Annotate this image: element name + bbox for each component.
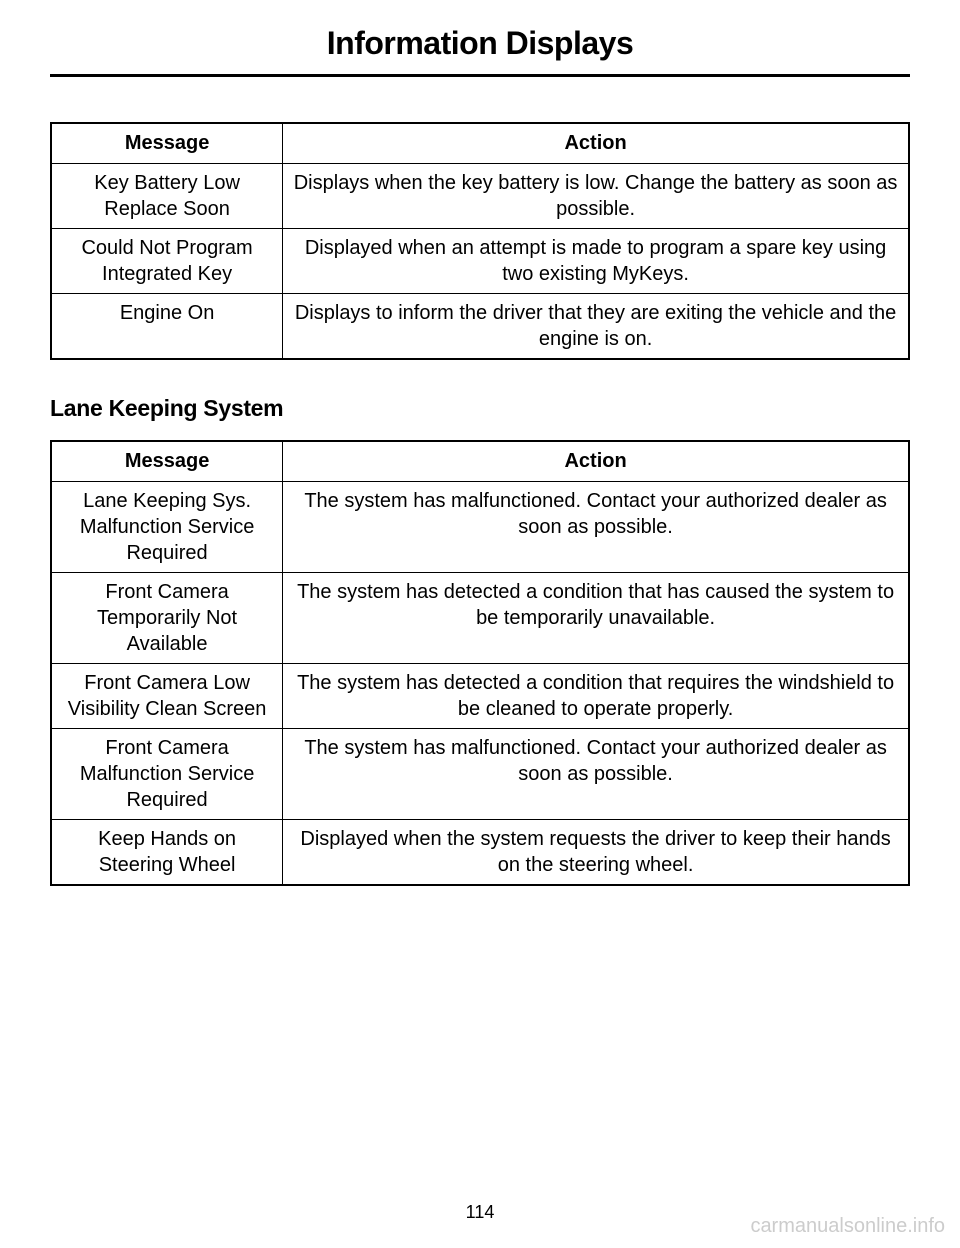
action-cell: The system has malfunctioned. Contact yo… xyxy=(283,482,909,573)
message-cell: Could Not Program Integrated Key xyxy=(51,229,283,294)
section-heading-lane-keeping: Lane Keeping System xyxy=(50,395,910,422)
table-header-row: Message Action xyxy=(51,441,909,482)
message-cell: Keep Hands on Steering Wheel xyxy=(51,820,283,886)
message-cell: Engine On xyxy=(51,294,283,360)
table-row: Front Camera Temporarily Not Available T… xyxy=(51,573,909,664)
column-header-message: Message xyxy=(51,441,283,482)
lane-keeping-table: Message Action Lane Keeping Sys. Malfunc… xyxy=(50,440,910,886)
table-row: Key Battery Low Replace Soon Displays wh… xyxy=(51,164,909,229)
message-cell: Front Camera Low Visibility Clean Screen xyxy=(51,664,283,729)
column-header-action: Action xyxy=(283,441,909,482)
table-row: Front Camera Malfunction Service Require… xyxy=(51,729,909,820)
table-header-row: Message Action xyxy=(51,123,909,164)
column-header-message: Message xyxy=(51,123,283,164)
action-cell: Displayed when the system requests the d… xyxy=(283,820,909,886)
action-cell: Displays when the key battery is low. Ch… xyxy=(283,164,909,229)
table-row: Could Not Program Integrated Key Display… xyxy=(51,229,909,294)
message-cell: Key Battery Low Replace Soon xyxy=(51,164,283,229)
message-cell: Front Camera Temporarily Not Available xyxy=(51,573,283,664)
column-header-action: Action xyxy=(283,123,909,164)
watermark: carmanualsonline.info xyxy=(750,1215,945,1238)
table-row: Keep Hands on Steering Wheel Displayed w… xyxy=(51,820,909,886)
table-row: Front Camera Low Visibility Clean Screen… xyxy=(51,664,909,729)
action-cell: The system has malfunctioned. Contact yo… xyxy=(283,729,909,820)
action-cell: The system has detected a condition that… xyxy=(283,573,909,664)
table-row: Lane Keeping Sys. Malfunction Service Re… xyxy=(51,482,909,573)
message-cell: Lane Keeping Sys. Malfunction Service Re… xyxy=(51,482,283,573)
message-cell: Front Camera Malfunction Service Require… xyxy=(51,729,283,820)
table-row: Engine On Displays to inform the driver … xyxy=(51,294,909,360)
action-cell: Displayed when an attempt is made to pro… xyxy=(283,229,909,294)
page-title: Information Displays xyxy=(50,25,910,62)
keys-table: Message Action Key Battery Low Replace S… xyxy=(50,122,910,360)
action-cell: The system has detected a condition that… xyxy=(283,664,909,729)
action-cell: Displays to inform the driver that they … xyxy=(283,294,909,360)
page-header: Information Displays xyxy=(50,25,910,77)
